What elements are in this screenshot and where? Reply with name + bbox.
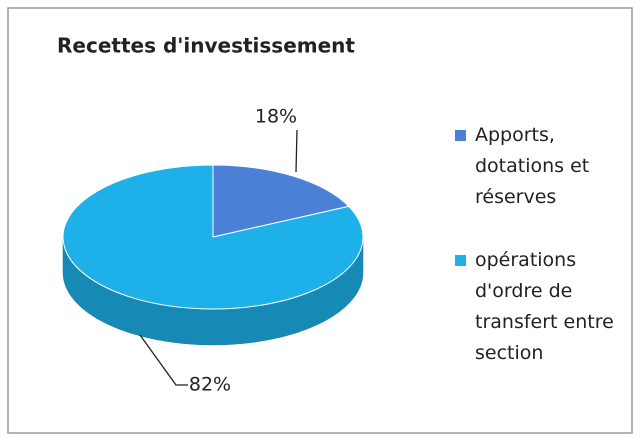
data-label: 18%: [255, 106, 297, 128]
legend-swatch: [455, 130, 466, 141]
leader-line: [139, 334, 188, 386]
legend-swatch: [455, 255, 466, 266]
legend-label: opérations d'ordre de transfert entre se…: [475, 249, 614, 364]
pie-slice: [62, 164, 364, 310]
legend-item: opérations d'ordre de transfert entre se…: [455, 245, 625, 369]
leader-line: [295, 129, 298, 173]
data-label: 82%: [189, 374, 231, 396]
chart-title: Recettes d'investissement: [57, 34, 355, 58]
legend-item: Apports, dotations et réserves: [455, 120, 625, 213]
legend-label: Apports, dotations et réserves: [475, 124, 590, 208]
pie-slice: [212, 164, 350, 238]
